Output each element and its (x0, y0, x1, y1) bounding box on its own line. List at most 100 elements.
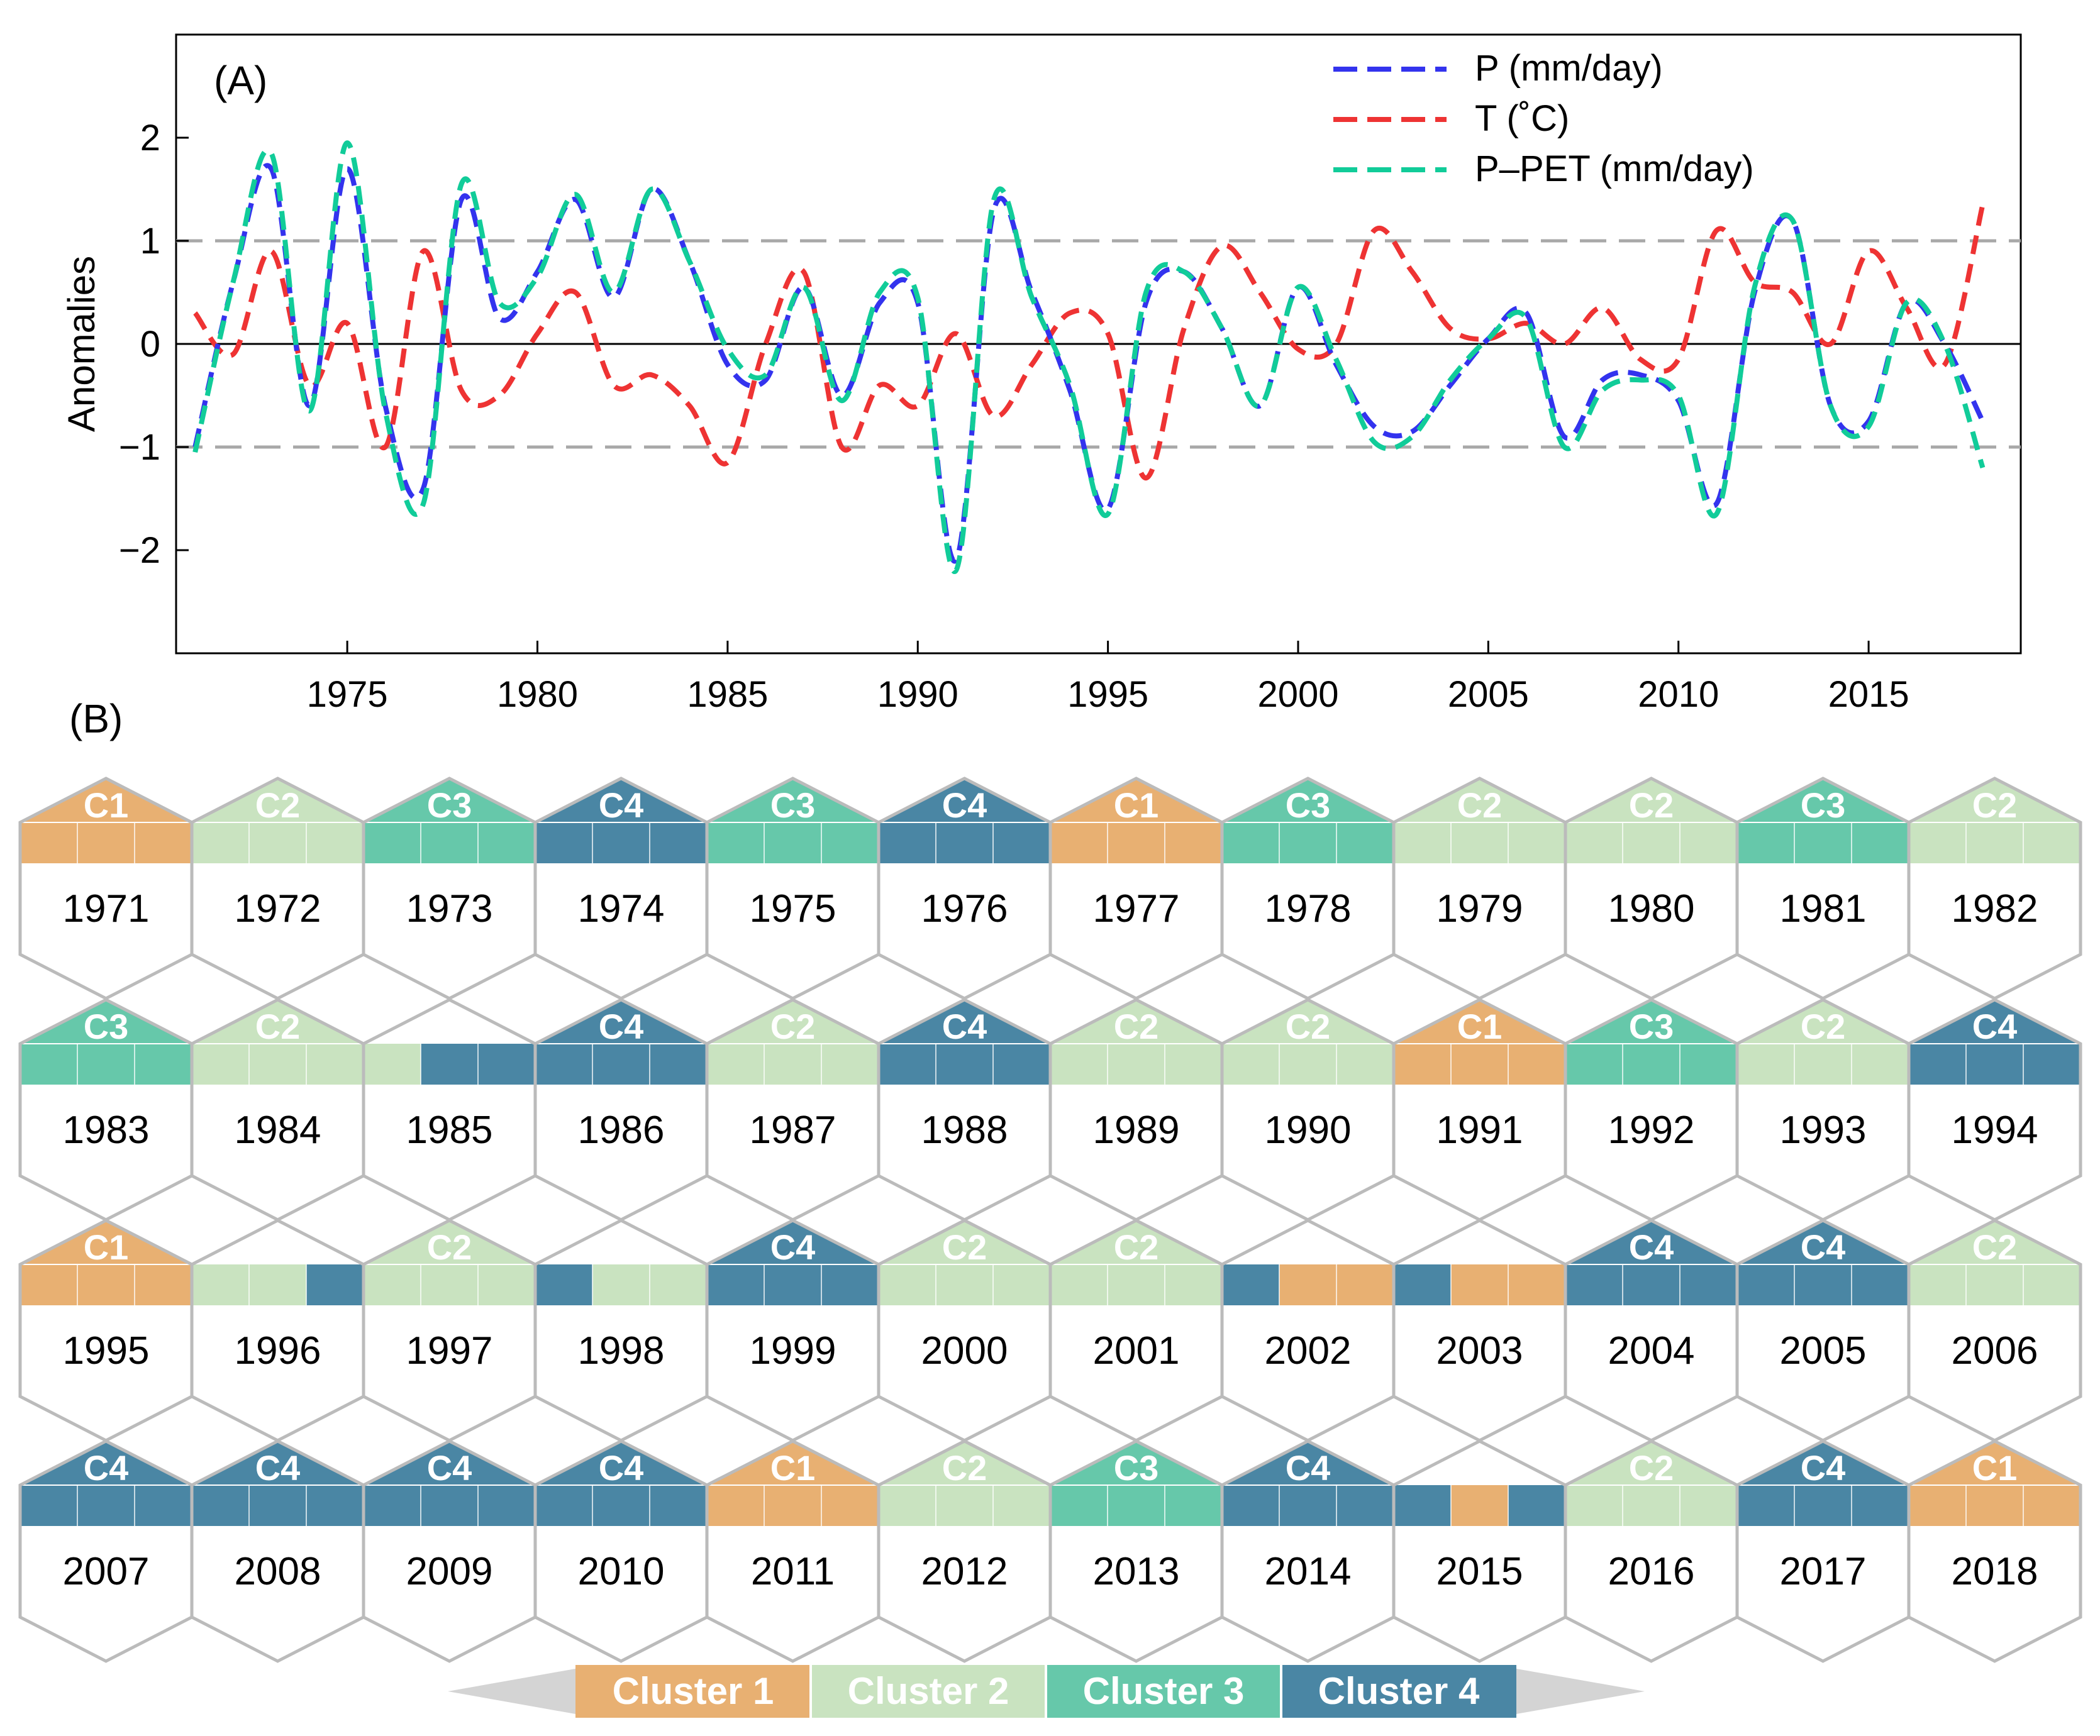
year-tile: C4 2008 (190, 1439, 365, 1663)
tile-bar-segment (1279, 1044, 1337, 1085)
y-axis-title: Anomalies (60, 256, 103, 432)
x-tick-label: 2000 (1257, 674, 1338, 715)
year-tile: C2 2001 (1048, 1219, 1224, 1442)
year-tile: C3 1975 (705, 777, 881, 1000)
tile-year-label: 2002 (1265, 1329, 1352, 1373)
tile-bar-segment (1394, 822, 1452, 863)
tile-bar-segment (1852, 1264, 1909, 1305)
tile-bar-segment (1222, 1485, 1280, 1526)
y-tick-label: −1 (119, 427, 160, 468)
tile-bar-segment (1451, 1264, 1509, 1305)
year-tile: C1 1991 (1392, 998, 1567, 1222)
tile-bar-segment (1165, 1264, 1223, 1305)
tile-bar-segment (1279, 822, 1337, 863)
tile-year-label: 1985 (406, 1108, 493, 1152)
tile-cluster-label: C4 (770, 1227, 816, 1267)
tile-cluster-label: C2 (1457, 785, 1503, 825)
tile-roof (879, 1000, 1050, 1044)
tile-cluster-label: C1 (84, 785, 129, 825)
tile-bar-segment (421, 822, 479, 863)
tile-roof (1737, 778, 1909, 822)
legend-cluster-label: Cluster 4 (1318, 1670, 1480, 1712)
tile-roof (1050, 1220, 1222, 1264)
tile-bar-segment (249, 1485, 307, 1526)
tile-bar-segment (1565, 1044, 1623, 1085)
tile-bar-segment (650, 1485, 708, 1526)
tile-cluster-label: C1 (770, 1448, 816, 1488)
tile-roof (535, 1441, 707, 1485)
tile-cluster-label: C2 (942, 1227, 987, 1267)
tile-year-label: 2012 (921, 1550, 1008, 1593)
tile-bar-segment (2023, 1044, 2081, 1085)
panel-b-label: (B) (69, 696, 123, 741)
year-tile: C1 2018 (1907, 1439, 2082, 1663)
tile-bar-segment (77, 822, 135, 863)
tile-bar-segment (1623, 1264, 1681, 1305)
tile-bar-segment (1794, 1044, 1852, 1085)
tile-bar-segment (592, 1264, 650, 1305)
tile-cluster-label: C1 (1114, 785, 1159, 825)
tile-bar-segment (1909, 1264, 1967, 1305)
year-tile: C3 1992 (1564, 998, 1739, 1222)
year-tile: 2002 (1220, 1219, 1396, 1442)
legend-label-t: T (˚C) (1475, 98, 1569, 139)
year-tile: C4 1976 (877, 777, 1052, 1000)
tile-bar-segment (1222, 822, 1280, 863)
tile-roof (879, 1441, 1050, 1485)
tile-bar-segment (592, 822, 650, 863)
tile-bar-segment (364, 1485, 421, 1526)
year-tile: C4 2010 (533, 1439, 709, 1663)
tile-bar-segment (1680, 1485, 1738, 1526)
tile-cluster-label: C2 (1972, 785, 2018, 825)
year-tile: C4 2017 (1735, 1439, 1911, 1663)
tile-roof (1050, 778, 1222, 822)
tile-cluster-label: C2 (255, 1007, 301, 1046)
year-tile: C4 1974 (533, 777, 709, 1000)
tile-bar-segment (764, 1044, 822, 1085)
tile-year-label: 2017 (1780, 1550, 1867, 1593)
tile-year-label: 2004 (1608, 1329, 1695, 1373)
year-tile: C3 1981 (1735, 777, 1911, 1000)
tile-bar-segment (650, 1264, 708, 1305)
tile-cluster-label: C2 (1972, 1227, 2018, 1267)
x-tick-label: 2015 (1828, 674, 1909, 715)
tile-year-label: 1979 (1436, 887, 1523, 931)
tile-bar-segment (592, 1044, 650, 1085)
tile-bar-segment (535, 1485, 593, 1526)
tile-cluster-label: C4 (1801, 1448, 1846, 1488)
tile-roof (707, 778, 879, 822)
tile-year-label: 2001 (1093, 1329, 1180, 1373)
tile-bar-segment (1336, 1485, 1394, 1526)
tile-bar-segment (249, 1044, 307, 1085)
tile-cluster-label: C2 (1286, 1007, 1331, 1046)
panel-a-label: (A) (214, 58, 267, 103)
tile-bar-segment (1508, 1044, 1566, 1085)
tile-roof (1222, 1000, 1394, 1044)
tile-cluster-label: C4 (427, 1448, 472, 1488)
tile-roof (364, 1441, 535, 1485)
x-tick-label: 2005 (1448, 674, 1529, 715)
year-tile: C2 1984 (190, 998, 365, 1222)
tile-bar-segment (20, 1044, 78, 1085)
tile-bar-segment (1050, 1044, 1108, 1085)
tile-bar-segment (1680, 1264, 1738, 1305)
y-tick-label: 2 (140, 118, 160, 158)
tile-bar-segment (1966, 1044, 2024, 1085)
tile-bar-segment (1050, 1485, 1108, 1526)
y-tick-label: 1 (140, 221, 160, 262)
tile-year-label: 2005 (1780, 1329, 1867, 1373)
year-tile: C4 2014 (1220, 1439, 1396, 1663)
tile-bar-segment (1451, 822, 1509, 863)
legend-cluster-label: Cluster 2 (848, 1670, 1009, 1712)
tile-bar-segment (1680, 1044, 1738, 1085)
tile-bar-segment (421, 1485, 479, 1526)
tile-bar-segment (535, 822, 593, 863)
tile-bar-segment (77, 1044, 135, 1085)
tile-year-label: 2015 (1436, 1550, 1523, 1593)
tile-bar-segment (879, 1044, 936, 1085)
tile-bar-segment (1966, 822, 2024, 863)
year-tile: 2015 (1392, 1439, 1567, 1663)
tile-bar-segment (821, 1264, 879, 1305)
tile-bar-segment (1394, 1044, 1452, 1085)
tile-bar-segment (2023, 1264, 2081, 1305)
